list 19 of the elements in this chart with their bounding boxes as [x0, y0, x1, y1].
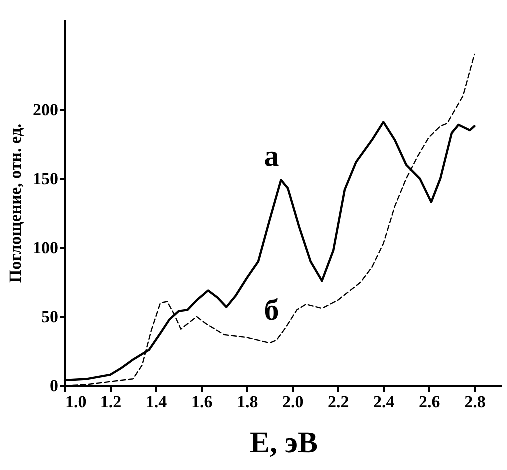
- y-tick-label: 50: [42, 307, 58, 326]
- y-axis-title: Поглощение, отн. ед.: [6, 124, 25, 284]
- y-tick-label: 0: [50, 376, 58, 396]
- series-label: б: [264, 294, 280, 328]
- x-tick-label: 1.0: [66, 392, 87, 412]
- x-axis-title: E, эВ: [250, 426, 318, 460]
- x-tick-label: 1.6: [191, 392, 213, 412]
- y-tick-label: 200: [33, 100, 58, 120]
- x-tick-label: 2.2: [328, 392, 350, 412]
- x-tick-label: 2.8: [464, 392, 486, 412]
- y-tick-label: 150: [33, 169, 58, 188]
- x-tick-label: 2.6: [419, 392, 440, 412]
- x-tick-label: 1.2: [100, 392, 122, 412]
- x-tick-label: 2.4: [374, 392, 396, 412]
- x-tick-label: 1.4: [146, 392, 168, 412]
- x-tick-label: 2.0: [282, 392, 304, 412]
- series-label: а: [264, 140, 280, 174]
- y-tick-label: 100: [33, 238, 58, 258]
- x-tick-label: 1.8: [236, 392, 258, 412]
